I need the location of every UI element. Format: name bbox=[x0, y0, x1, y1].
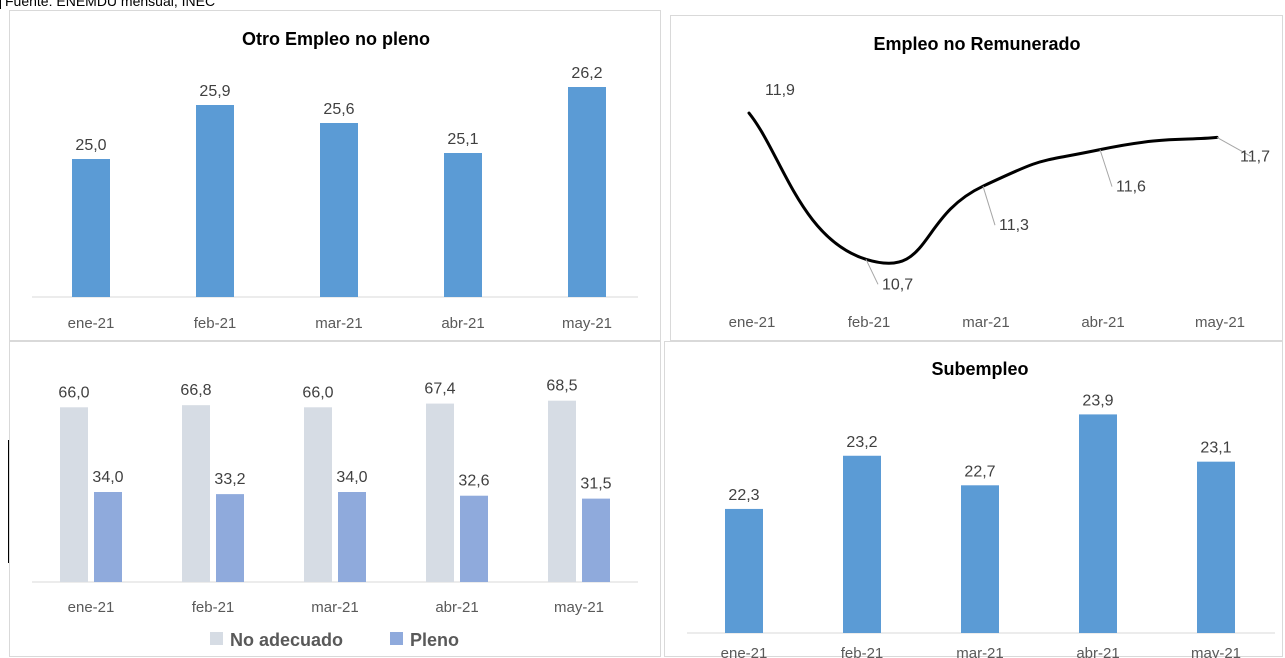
data-label-pleno-ene-21: 34,0 bbox=[92, 469, 123, 486]
chart-empleo-no-remunerado: Empleo no Remunerado 11,9 ene-21 10,7 feb-2… bbox=[670, 15, 1283, 341]
x-tick-abr-21: abr-21 bbox=[435, 599, 478, 616]
chart-title: Otro Empleo no pleno bbox=[242, 29, 430, 49]
leader-line-may-21 bbox=[1216, 136, 1252, 157]
legend-label-no-adecuado: No adecuado bbox=[230, 630, 343, 650]
x-tick-may-21: may-21 bbox=[1191, 645, 1241, 658]
chart-subempleo-svg: Subempleo 22,3 ene-21 23,2 feb-21 22,7 mar-21… bbox=[687, 359, 1275, 658]
chart-empleo-no-remunerado-svg: Empleo no Remunerado 11,9 ene-21 10,7 feb-2… bbox=[729, 34, 1270, 331]
bar-no-adecuado-abr-21 bbox=[426, 403, 454, 582]
leader-line-feb-21 bbox=[865, 259, 879, 285]
x-tick-abr-21: abr-21 bbox=[1081, 314, 1124, 331]
x-tick-ene-21: ene-21 bbox=[68, 599, 115, 616]
data-label-no-adecuado-ene-21: 66,0 bbox=[58, 384, 89, 401]
x-tick-feb-21: feb-21 bbox=[848, 314, 891, 331]
plot-area: 66,0 34,0 ene-21 66,8 33,2 feb-21 66,0 34,0 mar-… bbox=[58, 378, 611, 616]
data-label-may-21: 11,7 bbox=[1240, 148, 1270, 165]
bar-no-adecuado-ene-21 bbox=[60, 407, 88, 582]
x-tick-may-21: may-21 bbox=[562, 315, 612, 332]
data-label-feb-21: 23,2 bbox=[846, 434, 877, 451]
x-tick-feb-21: feb-21 bbox=[192, 599, 235, 616]
legend-swatch-pleno bbox=[390, 632, 403, 645]
leader-line-mar-21 bbox=[982, 186, 996, 226]
bar-pleno-feb-21 bbox=[216, 494, 244, 582]
legend-label-pleno: Pleno bbox=[410, 630, 459, 650]
data-label-no-adecuado-feb-21: 66,8 bbox=[180, 382, 211, 399]
bar-feb-21 bbox=[843, 455, 881, 633]
bar-no-adecuado-may-21 bbox=[548, 400, 576, 582]
data-label-abr-21: 23,9 bbox=[1082, 392, 1113, 409]
data-label-mar-21: 25,6 bbox=[323, 101, 354, 118]
x-tick-ene-21: ene-21 bbox=[68, 315, 115, 332]
x-tick-feb-21: feb-21 bbox=[841, 645, 884, 658]
legend-swatch-no-adecuado bbox=[210, 632, 223, 645]
chart-otro-empleo-no-pleno: Otro Empleo no pleno 25,0 ene-21 25,9 feb-2… bbox=[9, 10, 661, 341]
bar-may-21 bbox=[568, 87, 606, 297]
bar-pleno-ene-21 bbox=[94, 492, 122, 582]
chart-subempleo: Subempleo 22,3 ene-21 23,2 feb-21 22,7 mar-21… bbox=[664, 341, 1283, 658]
x-tick-abr-21: abr-21 bbox=[1076, 645, 1119, 658]
bar-no-adecuado-feb-21 bbox=[182, 405, 210, 582]
data-label-may-21: 23,1 bbox=[1200, 440, 1231, 457]
x-tick-may-21: may-21 bbox=[1195, 314, 1245, 331]
bar-mar-21 bbox=[961, 485, 999, 633]
chart-no-adecuado-pleno: 66,0 34,0 ene-21 66,8 33,2 feb-21 66,0 34,0 mar-… bbox=[9, 341, 661, 657]
bar-ene-21 bbox=[725, 508, 763, 633]
bar-ene-21 bbox=[72, 159, 110, 297]
data-label-feb-21: 10,7 bbox=[882, 276, 913, 293]
data-label-pleno-mar-21: 34,0 bbox=[336, 469, 367, 486]
x-tick-ene-21: ene-21 bbox=[721, 645, 768, 658]
x-tick-mar-21: mar-21 bbox=[311, 599, 359, 616]
bar-pleno-may-21 bbox=[582, 498, 610, 582]
series-line bbox=[747, 111, 1219, 265]
data-label-pleno-abr-21: 32,6 bbox=[458, 473, 489, 490]
bar-feb-21 bbox=[196, 105, 234, 297]
x-tick-mar-21: mar-21 bbox=[962, 314, 1010, 331]
data-label-may-21: 26,2 bbox=[571, 65, 602, 82]
chart-title: Subempleo bbox=[931, 359, 1028, 379]
data-label-ene-21: 25,0 bbox=[75, 137, 106, 154]
x-tick-abr-21: abr-21 bbox=[441, 315, 484, 332]
data-label-mar-21: 22,7 bbox=[964, 463, 995, 480]
data-label-pleno-feb-21: 33,2 bbox=[214, 471, 245, 488]
x-tick-ene-21: ene-21 bbox=[729, 314, 776, 331]
bar-may-21 bbox=[1197, 461, 1235, 633]
bar-abr-21 bbox=[444, 153, 482, 297]
text-cursor-line bbox=[8, 440, 9, 563]
bar-mar-21 bbox=[320, 123, 358, 297]
data-label-ene-21: 11,9 bbox=[765, 82, 795, 99]
data-label-abr-21: 11,6 bbox=[1116, 179, 1146, 196]
plot-area: 11,9 ene-21 10,7 feb-21 11,3 mar-21 11,6 abr-21… bbox=[729, 82, 1270, 331]
data-label-ene-21: 22,3 bbox=[728, 487, 759, 504]
bar-pleno-mar-21 bbox=[338, 492, 366, 582]
x-tick-mar-21: mar-21 bbox=[956, 645, 1004, 658]
data-label-no-adecuado-abr-21: 67,4 bbox=[424, 381, 455, 398]
plot-area: 22,3 ene-21 23,2 feb-21 22,7 mar-21 23,9 abr-21… bbox=[721, 392, 1241, 658]
legend: No adecuado Pleno bbox=[210, 630, 459, 650]
leader-line-abr-21 bbox=[1099, 149, 1113, 187]
data-label-no-adecuado-may-21: 68,5 bbox=[546, 378, 577, 395]
x-tick-mar-21: mar-21 bbox=[315, 315, 363, 332]
chart-no-adecuado-pleno-svg: 66,0 34,0 ene-21 66,8 33,2 feb-21 66,0 34,0 mar-… bbox=[32, 378, 638, 650]
bar-abr-21 bbox=[1079, 414, 1117, 633]
data-label-abr-21: 25,1 bbox=[447, 131, 478, 148]
x-tick-feb-21: feb-21 bbox=[194, 315, 237, 332]
chart-otro-empleo-svg: Otro Empleo no pleno 25,0 ene-21 25,9 feb-2… bbox=[32, 29, 638, 332]
data-label-mar-21: 11,3 bbox=[999, 217, 1029, 234]
data-label-feb-21: 25,9 bbox=[199, 83, 230, 100]
plot-area: 25,0 ene-21 25,9 feb-21 25,6 mar-21 25,1 abr-21… bbox=[68, 65, 612, 332]
source-note: Fuente: ENEMDU mensual, INEC bbox=[0, 0, 215, 9]
chart-title: Empleo no Remunerado bbox=[873, 34, 1080, 54]
bar-no-adecuado-mar-21 bbox=[304, 407, 332, 582]
bar-pleno-abr-21 bbox=[460, 495, 488, 582]
x-tick-may-21: may-21 bbox=[554, 599, 604, 616]
data-label-pleno-may-21: 31,5 bbox=[580, 476, 611, 493]
data-label-no-adecuado-mar-21: 66,0 bbox=[302, 384, 333, 401]
